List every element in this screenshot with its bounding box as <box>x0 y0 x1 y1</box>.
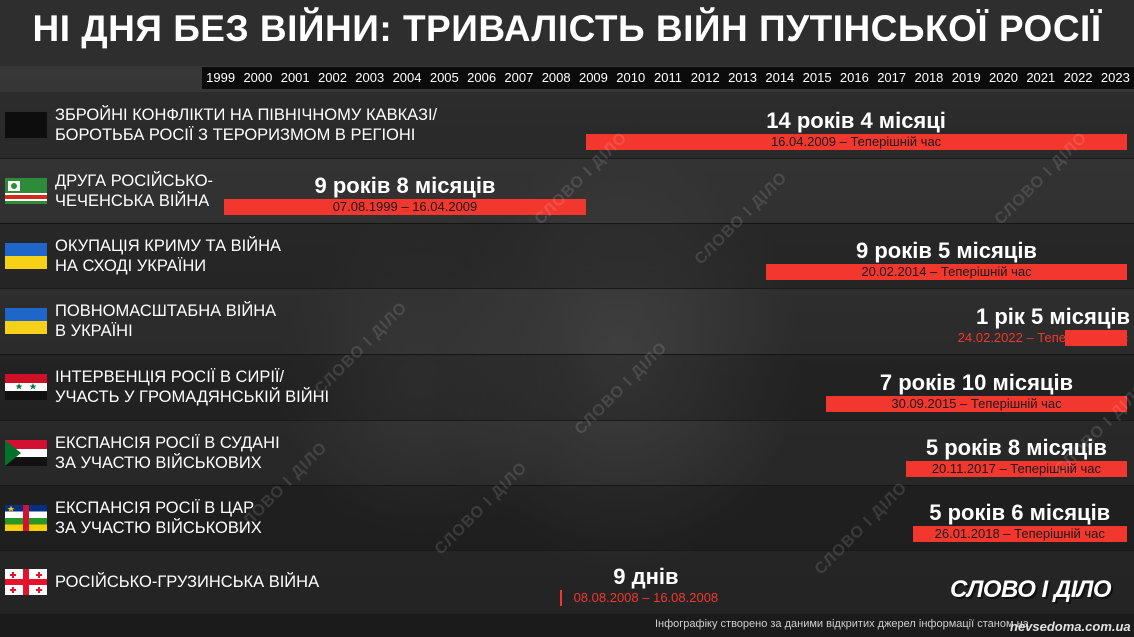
year-tick: 2016 <box>839 70 869 85</box>
duration-bar <box>585 134 1127 150</box>
year-axis: 1999 2000 2001 2002 2003 2004 2005 2006 2007 2008… <box>202 67 1134 89</box>
georgia-flag-icon <box>5 569 47 595</box>
black-flag-icon <box>5 112 47 138</box>
ichkeria-flag-icon <box>5 177 47 204</box>
row-label: ІНТЕРВЕНЦІЯ РОСІЇ В СИРІЇ/ УЧАСТЬ У ГРОМ… <box>55 368 330 406</box>
year-tick: 2022 <box>1063 70 1093 85</box>
year-tick: 2013 <box>728 70 757 85</box>
footer-bar <box>0 614 1134 637</box>
duration-bar <box>559 590 562 606</box>
year-tick: 2006 <box>467 70 497 85</box>
year-tick: 2003 <box>355 70 385 85</box>
date-range-label: 07.08.1999 – 16.04.2009 <box>332 199 478 214</box>
year-tick: 2010 <box>616 70 646 85</box>
year-tick: 2014 <box>765 70 795 85</box>
duration-bar <box>224 199 586 215</box>
year-tick: 2005 <box>429 70 459 85</box>
year-tick: 2001 <box>280 70 310 85</box>
date-range-label: 20.11.2017 – Теперішній час <box>931 461 1101 476</box>
timeline-row: ДРУГА РОСІЙСЬКО- ЧЕЧЕНСЬКА ВІЙНА 9 років … <box>0 158 1134 224</box>
date-range-label: 30.09.2015 – Теперішній час <box>891 396 1062 411</box>
duration-label: 9 років 8 місяців <box>314 173 496 198</box>
duration-bar <box>1065 330 1127 346</box>
duration-bar <box>912 526 1127 542</box>
timeline-row: ІНТЕРВЕНЦІЯ РОСІЇ В СИРІЇ/ УЧАСТЬ У ГРОМ… <box>0 354 1134 421</box>
duration-label: 5 років 8 місяців <box>925 435 1107 460</box>
car-flag-icon <box>5 504 47 531</box>
duration-bar <box>766 264 1127 280</box>
syria-flag-icon <box>5 374 47 400</box>
duration-bar <box>826 396 1127 412</box>
year-tick: 2020 <box>989 70 1018 85</box>
year-tick: 2000 <box>243 70 273 85</box>
year-tick: 2015 <box>802 70 832 85</box>
timeline-row: ПОВНОМАСШТАБНА ВІЙНА В УКРАЇНІ 1 рік 5 мі… <box>0 288 1134 355</box>
brand-logo: СЛОВО І ДІЛО <box>950 576 1112 603</box>
duration-label: 9 років 5 місяців <box>856 238 1037 263</box>
timeline-row: ЕКСПАНСІЯ РОСІЇ В СУДАНІ ЗА УЧАСТЮ ВІЙСЬ… <box>0 420 1134 486</box>
date-range-label: 26.01.2018 – Теперішній час <box>934 526 1105 541</box>
ukraine-flag-icon <box>5 242 47 269</box>
year-tick: 2009 <box>578 70 608 85</box>
row-label: ОКУПАЦІЯ КРИМУ ТА ВІЙНА НА СХОДІ УКРАЇНИ <box>55 236 282 275</box>
year-tick: 2007 <box>504 70 534 85</box>
ukraine-flag-icon <box>5 308 47 334</box>
year-tick: 2021 <box>1026 70 1056 85</box>
timeline-row: РОСІЙСЬКО-ГРУЗИНСЬКА ВІЙНА 9 днів 08.08.20… <box>0 550 1134 615</box>
timeline-row: ЕКСПАНСІЯ РОСІЇ В ЦАР ЗА УЧАСТЮ ВІЙСЬКОВ… <box>0 485 1134 551</box>
duration-label: 5 років 6 місяців <box>929 500 1111 525</box>
year-tick: 2018 <box>914 70 944 85</box>
header: НІ ДНЯ БЕЗ ВІЙНИ: ТРИВАЛІСТЬ ВІЙН ПУТІНС… <box>0 0 1134 66</box>
duration-label: 7 років 10 місяців <box>879 370 1074 395</box>
date-range-label: 24.02.2022 – Теперішній час <box>957 330 1128 345</box>
year-tick: 1999 <box>206 70 236 85</box>
duration-label: 14 років 4 місяці <box>766 108 946 133</box>
year-tick: 2004 <box>392 70 422 85</box>
year-tick: 2011 <box>654 70 682 85</box>
row-label: ЕКСПАНСІЯ РОСІЇ В СУДАНІ ЗА УЧАСТЮ ВІЙСЬ… <box>55 433 280 472</box>
sudan-flag-icon <box>5 439 47 466</box>
year-tick: 2002 <box>318 70 347 85</box>
date-range-label: 16.04.2009 – Теперішній час <box>770 134 942 149</box>
row-label: ДРУГА РОСІЙСЬКО- ЧЕЧЕНСЬКА ВІЙНА <box>55 171 214 210</box>
duration-label: 1 рік 5 місяців <box>976 304 1130 329</box>
duration-bar <box>906 461 1127 477</box>
page-title: НІ ДНЯ БЕЗ ВІЙНИ: ТРИВАЛІСТЬ ВІЙН ПУТІНС… <box>32 8 1102 49</box>
footnote: Інфографіку створено за даними відкритих… <box>655 618 1029 630</box>
timeline-row: ЗБРОЙНІ КОНФЛІКТИ НА ПІВНІЧНОМУ КАВКАЗІ/… <box>0 92 1134 159</box>
year-tick: 2008 <box>541 70 571 85</box>
date-range-label: 20.02.2014 – Теперішній час <box>861 264 1032 279</box>
year-tick: 2017 <box>877 70 907 85</box>
row-label: ЗБРОЙНІ КОНФЛІКТИ НА ПІВНІЧНОМУ КАВКАЗІ/… <box>55 106 438 144</box>
year-tick: 2023 <box>1100 70 1130 85</box>
year-tick: 2012 <box>690 70 720 85</box>
row-label: ПОВНОМАСШТАБНА ВІЙНА В УКРАЇНІ <box>55 302 277 340</box>
duration-label: 9 днів <box>613 564 679 589</box>
timeline-row: ОКУПАЦІЯ КРИМУ ТА ВІЙНА НА СХОДІ УКРАЇНИ… <box>0 223 1134 289</box>
site-watermark: nevsedoma.com.ua <box>1010 619 1131 634</box>
row-label: ЕКСПАНСІЯ РОСІЇ В ЦАР ЗА УЧАСТЮ ВІЙСЬКОВ… <box>55 498 262 537</box>
row-label: РОСІЙСЬКО-ГРУЗИНСЬКА ВІЙНА <box>55 573 320 591</box>
date-range-label: 08.08.2008 – 16.08.2008 <box>573 590 719 605</box>
year-tick: 2019 <box>951 70 981 85</box>
